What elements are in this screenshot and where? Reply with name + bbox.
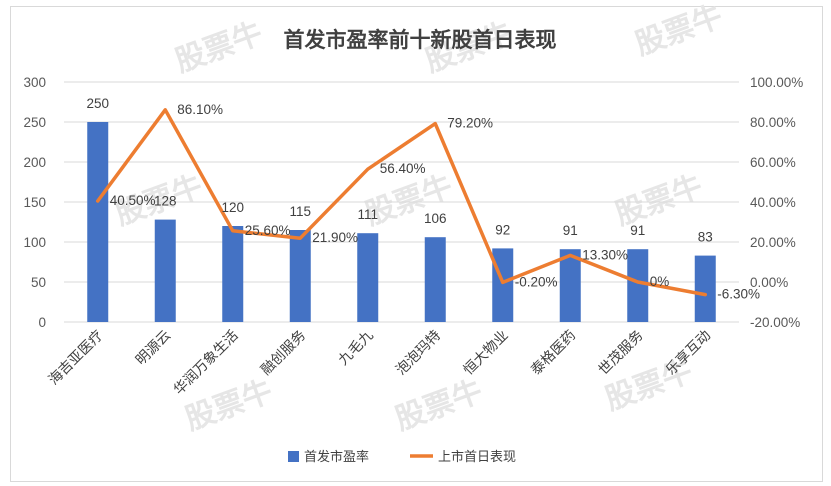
data-labels: 250 128 120 115 111 106 92 91 91 83 40.50% 86.10% 25… [86, 96, 760, 302]
y-right-tick-label: 20.00% [750, 235, 796, 250]
y-left-tick-label: 200 [23, 155, 46, 170]
bar [424, 237, 446, 322]
line-value-label: -6.30% [717, 287, 760, 302]
line-value-label: 56.40% [380, 161, 426, 176]
y-right-tick-label: 100.00% [750, 75, 803, 90]
watermark-text: 股票牛 [611, 169, 708, 233]
x-tick-label: 九毛九 [336, 328, 377, 369]
watermark-text: 股票牛 [631, 0, 728, 63]
y-left-tick-label: 100 [23, 235, 46, 250]
bar-value-label: 91 [563, 223, 578, 238]
x-tick-label: 泡泡玛特 [393, 328, 444, 379]
y-left-tick-label: 50 [31, 275, 46, 290]
legend-bar-swatch [288, 451, 299, 462]
legend-line-label: 上市首日表现 [438, 449, 516, 465]
axis-ticks: 0 50 100 150 200 250 300 -20.00% 0.00% 20.00% 40.0… [23, 75, 803, 398]
bar-value-label: 111 [357, 207, 378, 222]
bar [222, 226, 244, 322]
bar [87, 122, 109, 322]
y-right-tick-label: 80.00% [750, 115, 796, 130]
bar [559, 249, 581, 322]
bar-series [87, 122, 716, 322]
y-left-tick-label: 300 [23, 75, 46, 90]
bar-value-label: 92 [495, 222, 510, 237]
line-value-label: 40.50% [110, 193, 156, 208]
bar-value-label: 120 [221, 200, 244, 215]
y-right-tick-label: -20.00% [750, 315, 800, 330]
bar [289, 230, 311, 322]
y-right-tick-label: 60.00% [750, 155, 796, 170]
line-value-label: -0.20% [515, 274, 558, 289]
line-value-label: 79.20% [447, 116, 493, 131]
chart-title: 首发市盈率前十新股首日表现 [284, 28, 557, 52]
bar [492, 248, 514, 322]
watermark-text: 股票牛 [171, 16, 268, 80]
legend: 首发市盈率 上市首日表现 [288, 449, 516, 465]
watermark-text: 股票牛 [391, 374, 488, 438]
bar [154, 219, 176, 322]
line-series [96, 108, 707, 297]
line-value-label: 13.30% [582, 247, 628, 262]
bar-value-label: 115 [289, 204, 311, 219]
bar [627, 249, 649, 322]
y-left-tick-label: 0 [38, 315, 46, 330]
bar [357, 233, 379, 322]
line-value-label: 25.60% [245, 223, 291, 238]
chart-frame [10, 6, 823, 482]
x-tick-label: 泰格医药 [528, 328, 579, 379]
bar-value-label: 106 [424, 211, 447, 226]
legend-bar-label: 首发市盈率 [304, 449, 369, 465]
line-value-label: 21.90% [312, 230, 358, 245]
line-value-label: 0% [650, 274, 670, 289]
x-tick-label: 明源云 [133, 328, 174, 369]
y-right-tick-label: 0.00% [750, 275, 788, 290]
bar-value-label: 91 [630, 223, 645, 238]
bar [694, 255, 716, 322]
x-tick-label: 海吉亚医疗 [46, 328, 107, 389]
bar-value-label: 83 [698, 230, 713, 245]
y-left-tick-label: 150 [23, 195, 46, 210]
x-tick-label: 恒大物业 [461, 328, 512, 379]
y-left-tick-label: 250 [23, 115, 46, 130]
line-path [96, 108, 707, 297]
x-tick-label: 融创服务 [258, 328, 309, 379]
bar-value-label: 128 [154, 194, 177, 209]
y-right-tick-label: 40.00% [750, 195, 796, 210]
bar-value-label: 250 [86, 96, 109, 111]
gridlines [64, 81, 739, 323]
line-value-label: 86.10% [177, 102, 223, 117]
